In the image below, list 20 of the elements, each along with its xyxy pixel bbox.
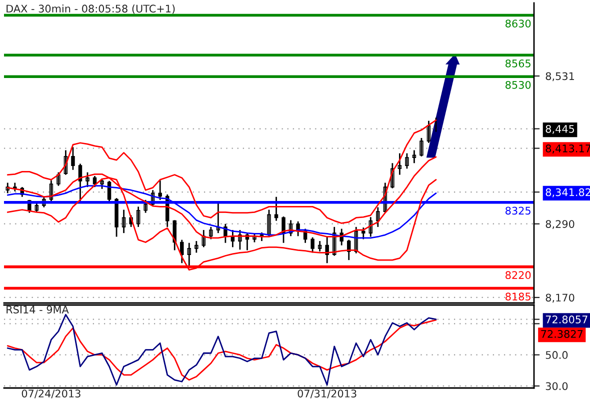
ref-line-label: 8220 [506, 271, 531, 280]
line-series [6, 119, 437, 224]
y-tick-label: 30.0 [546, 382, 568, 390]
y-tick-label: 50.0 [546, 351, 568, 359]
y-tick-label: 8,170 [546, 294, 574, 303]
y-tick-label: 8,445 [546, 124, 574, 134]
y-tick-label: 72.8057 [546, 316, 588, 324]
chart-title: RSI14 - 9MA [6, 306, 69, 314]
x-tick-label: 07/31/2013 [298, 390, 356, 398]
ref-line-label: 8630 [506, 20, 531, 28]
chart-title: DAX - 30min - 08:05:58 (UTC+1) [6, 4, 175, 14]
ref-line-label: 8185 [506, 292, 530, 301]
text: 72.3827 [541, 330, 583, 338]
y-tick-label: 8,341.82 [546, 188, 590, 198]
x-tick-label: 07/24/2013 [22, 390, 80, 398]
ref-line-label: 8565 [506, 60, 530, 68]
ref-line-label: 8325 [506, 206, 530, 215]
y-tick-label: 8,531 [546, 72, 574, 82]
y-tick-label: 8,290 [546, 220, 574, 230]
ref-line-label: 8530 [506, 80, 531, 89]
